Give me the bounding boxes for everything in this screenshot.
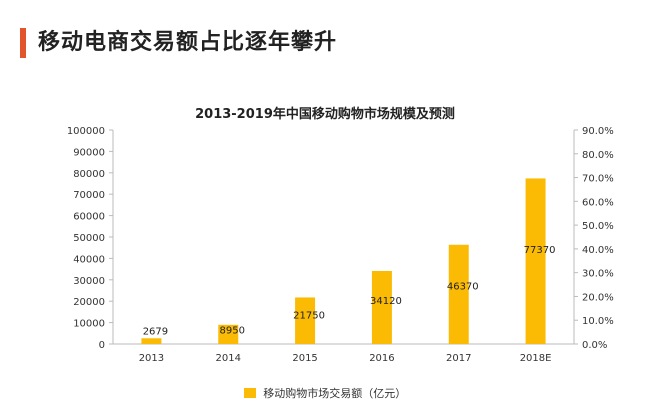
bar-value-label: 21750 (293, 310, 325, 321)
bar (371, 270, 392, 344)
chart-labels: 2013 2679 2014 8950 2015 21750 2016 34120 2017 46… (139, 245, 556, 364)
y-tick-label: 20000 (73, 297, 105, 308)
y-tick-label: 100000 (67, 126, 105, 137)
y-tick-label: 70000 (73, 190, 105, 201)
page-heading: 移动电商交易额占比逐年攀升 (38, 30, 338, 55)
y-tick-label: 40000 (73, 254, 105, 265)
bar-value-label: 34120 (370, 296, 402, 307)
y-tick-label: 60000 (73, 212, 105, 223)
y-tick-label: 10000 (73, 319, 105, 330)
y2-tick-label: 0.0% (582, 340, 607, 351)
y2-tick-label: 80.0% (582, 150, 614, 161)
legend-label: 移动购物市场交易额（亿元） (263, 387, 407, 400)
chart-bars (141, 178, 546, 344)
y2-tick-label: 50.0% (582, 221, 614, 232)
y-tick-label: 30000 (73, 276, 105, 287)
y-tick-label: 0 (99, 340, 105, 351)
bar (448, 244, 469, 344)
x-tick-label: 2018E (520, 353, 552, 364)
bar (525, 178, 546, 344)
y2-tick-label: 90.0% (582, 126, 614, 137)
bar (141, 338, 162, 344)
y-tick-label: 80000 (73, 169, 105, 180)
bar-value-label: 2679 (143, 326, 168, 337)
x-tick-label: 2016 (369, 353, 394, 364)
y2-tick-label: 20.0% (582, 292, 614, 303)
y2-tick-label: 30.0% (582, 269, 614, 280)
heading-accent-bar (20, 28, 26, 58)
bar-value-label: 8950 (220, 325, 245, 336)
y-tick-label: 90000 (73, 147, 105, 158)
bar (295, 297, 316, 344)
y2-tick-label: 70.0% (582, 174, 614, 185)
bar (218, 324, 239, 344)
x-tick-label: 2013 (139, 353, 164, 364)
bar-value-label: 46370 (447, 281, 479, 292)
chart-title: 2013-2019年中国移动购物市场规模及预测 (195, 106, 455, 122)
chart-axes: 0 10000 20000 30000 40000 50000 60000 70000 8000… (67, 126, 614, 351)
y2-tick-label: 40.0% (582, 245, 614, 256)
y2-tick-label: 10.0% (582, 316, 614, 327)
bar-value-label: 77370 (524, 245, 556, 256)
y-tick-label: 50000 (73, 233, 105, 244)
chart-legend: 移动购物市场交易额（亿元） (0, 385, 650, 401)
x-tick-label: 2015 (292, 353, 317, 364)
y2-tick-label: 60.0% (582, 197, 614, 208)
legend-swatch (243, 388, 256, 398)
x-tick-label: 2017 (446, 353, 471, 364)
x-tick-label: 2014 (216, 353, 241, 364)
